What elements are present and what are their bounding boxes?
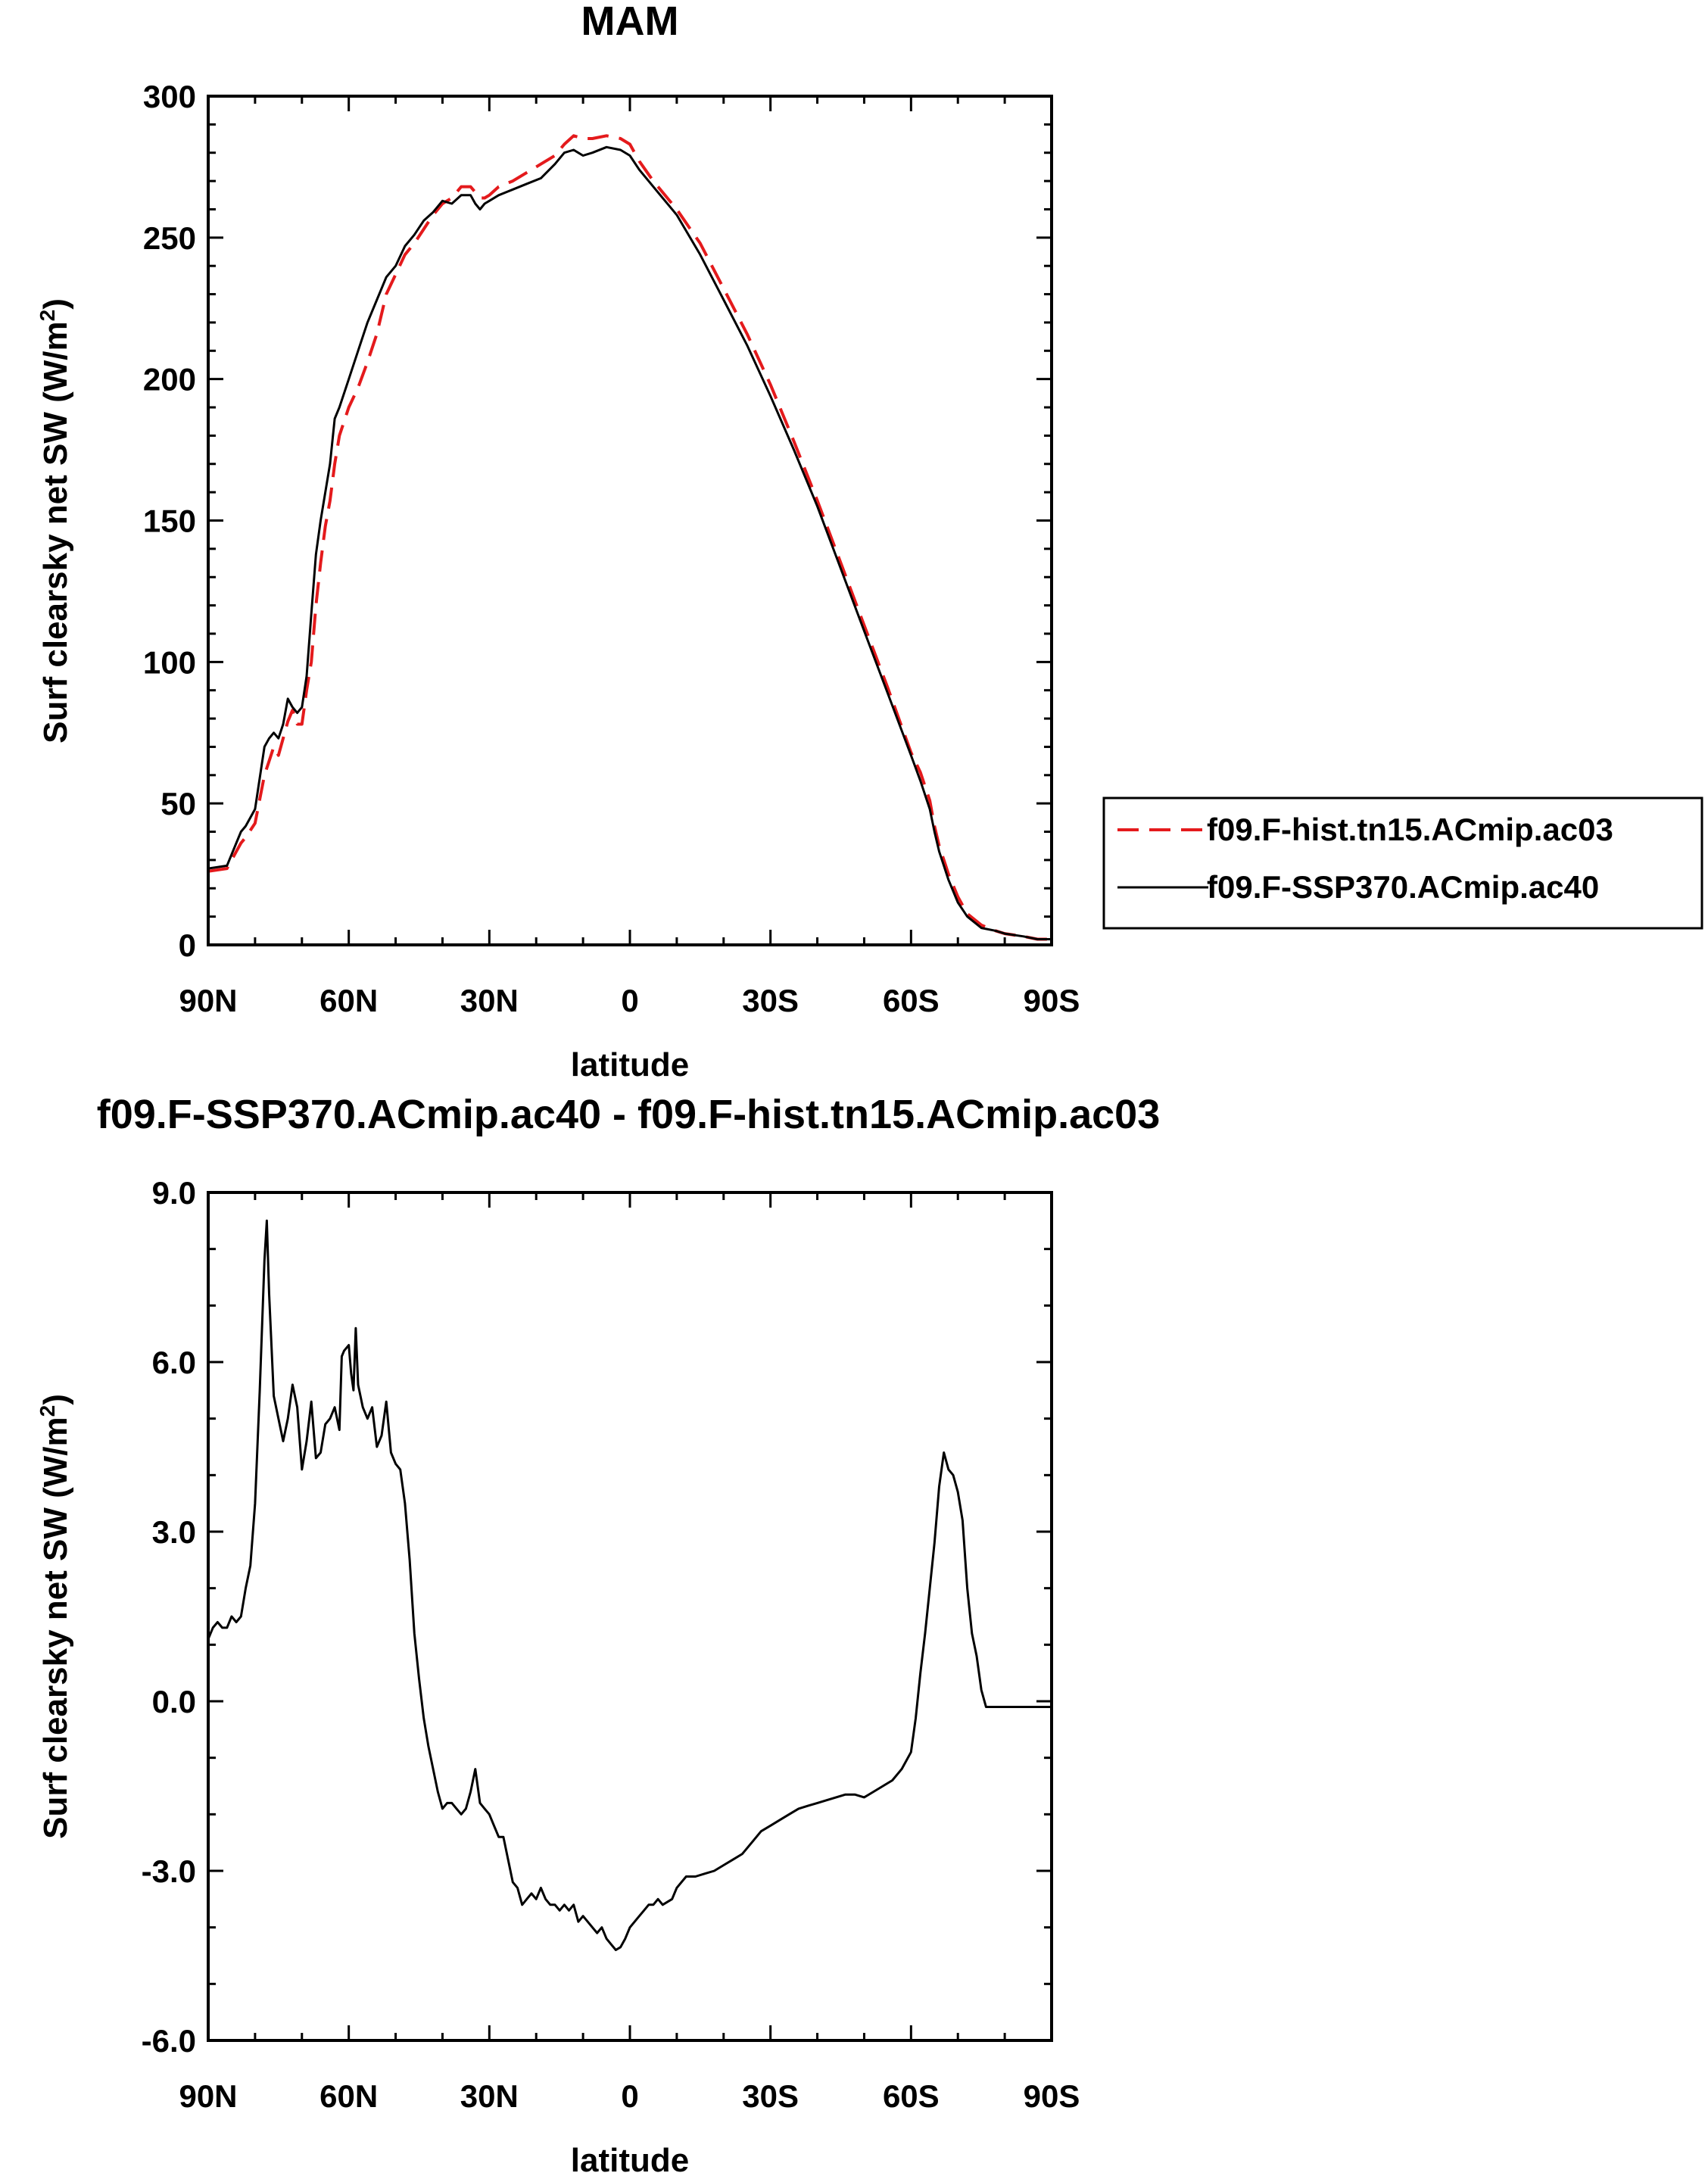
bottom-y-tick-label: -3.0 <box>142 1853 196 1889</box>
top-y-axis-label-close: ) <box>37 298 74 310</box>
top-x-tick-label: 30N <box>460 983 519 1018</box>
top-ticks-layer: 90N 60N 30N 0 30S 60S 90S 0 50 100 150 200 250 300 <box>143 79 1080 1018</box>
top-y-tick-label: 300 <box>143 79 196 114</box>
bottom-y-axis-label-sup: 2 <box>36 1405 59 1417</box>
bottom-y-tick-label: 9.0 <box>152 1175 196 1211</box>
legend-box <box>1102 796 1703 930</box>
bottom-x-tick-label: 90S <box>1024 2078 1080 2114</box>
bottom-x-tick-label: 0 <box>621 2078 638 2114</box>
bottom-panel: f09.F-SSP370.ACmip.ac40 - f09.F-hist.tn1… <box>36 1092 1160 2179</box>
top-y-tick-label: 0 <box>179 927 196 963</box>
top-x-tick-label: 0 <box>621 983 638 1018</box>
bottom-y-axis-label: Surf clearsky net SW (W/m2) <box>36 1394 74 1839</box>
bottom-x-tick-label: 60N <box>319 2078 378 2114</box>
top-series-line-1 <box>207 134 1052 941</box>
top-y-tick-label: 100 <box>143 644 196 680</box>
bottom-series-layer <box>207 1219 1052 1951</box>
top-y-axis-label: Surf clearsky net SW (W/m2) <box>36 298 74 743</box>
top-y-axis-label-sup: 2 <box>36 310 59 322</box>
top-series-layer <box>207 134 1052 941</box>
legend: f09.F-hist.tn15.ACmip.ac03 f09.F-SSP370.… <box>1102 796 1703 930</box>
bottom-x-tick-label: 30N <box>460 2078 519 2114</box>
top-x-tick-label: 60S <box>883 983 940 1018</box>
bottom-y-tick-label: 3.0 <box>152 1514 196 1550</box>
bottom-y-tick-label: 6.0 <box>152 1345 196 1380</box>
bottom-x-tick-label: 60S <box>883 2078 940 2114</box>
bottom-chart-title: f09.F-SSP370.ACmip.ac40 - f09.F-hist.tn1… <box>97 1092 1160 1137</box>
legend-label-hist: f09.F-hist.tn15.ACmip.ac03 <box>1207 812 1613 847</box>
top-y-tick-label: 200 <box>143 362 196 397</box>
top-y-tick-label: 50 <box>161 786 196 821</box>
bottom-series-line-1 <box>207 1219 1052 1951</box>
bottom-y-tick-label: -6.0 <box>142 2023 196 2059</box>
bottom-y-tick-label: 0.0 <box>152 1684 196 1719</box>
top-chart-title: MAM <box>581 0 679 44</box>
bottom-y-axis-label-close: ) <box>37 1394 74 1405</box>
top-x-tick-label: 60N <box>319 983 378 1018</box>
top-y-axis-label-main: Surf clearsky net SW (W/m <box>37 321 74 743</box>
bottom-y-axis-label-main: Surf clearsky net SW (W/m <box>37 1417 74 1838</box>
legend-label-ssp370: f09.F-SSP370.ACmip.ac40 <box>1207 869 1599 905</box>
top-y-tick-label: 250 <box>143 220 196 256</box>
bottom-ticks-layer: 90N 60N 30N 0 30S 60S 90S -6.0 -3.0 0.0 3.0 6.0 9.0 <box>142 1175 1080 2114</box>
top-plot-frame <box>207 95 1053 946</box>
top-x-axis-label: latitude <box>571 1046 689 1083</box>
bottom-x-tick-label: 30S <box>742 2078 799 2114</box>
top-x-tick-label: 90S <box>1024 983 1080 1018</box>
top-panel: MAM 90N 60N 30N 0 30S 60S 90S 0 50 100 150 200 250 30… <box>36 0 1080 1083</box>
bottom-x-axis-label: latitude <box>571 2142 689 2179</box>
top-x-tick-label: 90N <box>179 983 237 1018</box>
top-y-tick-label: 150 <box>143 503 196 539</box>
bottom-plot-frame <box>207 1191 1053 2042</box>
top-series-line-2 <box>207 145 1052 940</box>
bottom-x-tick-label: 90N <box>179 2078 237 2114</box>
top-x-tick-label: 30S <box>742 983 799 1018</box>
